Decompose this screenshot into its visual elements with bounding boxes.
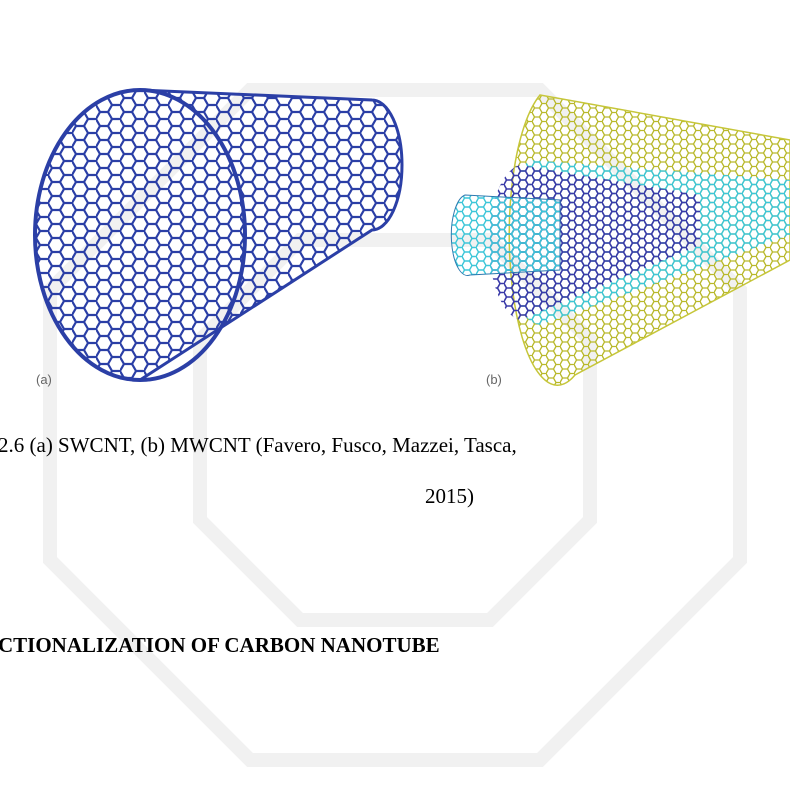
figure-art [0,0,790,799]
panel-label: (a) [36,372,52,387]
panel-label: (b) [486,372,502,387]
page: (a) (b) 2.6 (a) SWCNT, (b) MWCNT (Favero… [0,0,790,799]
swcnt-image [35,90,402,380]
figure-caption: 2.6 (a) SWCNT, (b) MWCNT (Favero, Fusco,… [0,433,517,458]
figure-caption: 2015) [425,484,474,509]
section-heading: CTIONALIZATION OF CARBON NANOTUBE [0,633,440,658]
